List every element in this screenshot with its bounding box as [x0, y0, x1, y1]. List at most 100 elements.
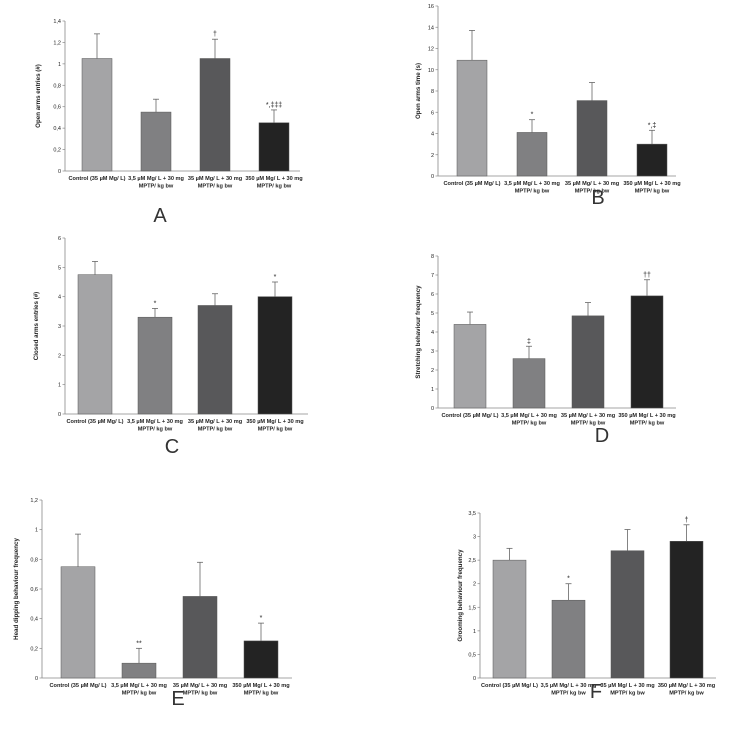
y-tick-label: 0 [35, 676, 38, 682]
significance-marker: †† [643, 272, 651, 279]
category-label: MPTP/ kg bw [257, 184, 292, 190]
y-axis-label: Grooming behaviour frequency [457, 549, 464, 642]
bar [257, 296, 293, 415]
bar [551, 599, 586, 679]
bar [453, 324, 487, 409]
y-tick-label: 1,4 [53, 19, 61, 25]
chart-panel-a: 0 0,2 0,4 0,6 0,8 1 1,2 1,4 Open arms entries (#… [35, 19, 303, 227]
y-tick-label: 3 [431, 349, 434, 355]
category-label: MPTP/ kg bw [635, 189, 670, 195]
bar [197, 305, 233, 415]
category-label: MPTP/ kg bw [515, 189, 550, 195]
bar [140, 111, 172, 172]
category-label: MPTP/ kg bw [198, 427, 233, 433]
y-tick-label: 1,2 [53, 40, 61, 46]
bar [243, 640, 279, 679]
y-tick-label: 6 [431, 292, 434, 298]
y-tick-label: 10 [428, 68, 434, 74]
y-tick-label: 0,2 [53, 148, 61, 154]
y-tick-label: 5 [431, 311, 434, 317]
y-tick-label: 2 [58, 353, 61, 359]
panel-letter: F [590, 681, 602, 703]
y-tick-label: 0 [431, 406, 434, 412]
significance-marker: * [567, 576, 570, 583]
category-label: MPTP/ kg bw [198, 184, 233, 190]
category-label: 350 µM Mg/ L + 30 mg [246, 419, 304, 425]
category-label: 35 µM Mg/ L + 30 mg [600, 683, 655, 689]
bar [137, 316, 173, 415]
y-axis-label: Open arms time (s) [415, 63, 422, 119]
y-tick-label: 1 [473, 629, 476, 635]
category-label: MPTP/ kg bw [610, 691, 645, 697]
bar [121, 662, 157, 679]
y-tick-label: 8 [431, 254, 434, 260]
y-tick-label: 0,8 [30, 557, 38, 563]
category-label: 35 µM Mg/ L + 30 mg [565, 181, 620, 187]
category-label: 3,5 µM Mg/ L + 30 mg [501, 413, 557, 419]
category-label: 3,5 µM Mg/ L + 30 mg [111, 683, 167, 689]
y-tick-label: 8 [431, 89, 434, 95]
category-label: 350 µM Mg/ L + 30 mg [232, 683, 290, 689]
category-label: 350 µM Mg/ L + 30 mg [245, 176, 303, 182]
y-tick-label: 0,4 [30, 617, 38, 623]
y-axis-label: Open arms entries (#) [35, 64, 42, 128]
y-tick-label: 2 [431, 153, 434, 159]
category-label: MPTP/ kg bw [122, 691, 157, 697]
y-tick-label: 0,5 [468, 652, 476, 658]
bar [576, 100, 608, 177]
y-tick-label: 0 [473, 676, 476, 682]
bar [630, 295, 664, 409]
category-label: MPTP/ kg bw [512, 421, 547, 427]
bar [258, 122, 290, 172]
y-tick-label: 1 [35, 528, 38, 534]
y-tick-label: 0,6 [53, 105, 61, 111]
category-label: MPTP/ kg bw [575, 189, 610, 195]
significance-marker: * [260, 615, 263, 622]
y-tick-label: 5 [58, 265, 61, 271]
y-tick-label: 0,4 [53, 126, 61, 132]
bar [182, 596, 218, 679]
y-tick-label: 0,2 [30, 646, 38, 652]
category-label: MPTP/ kg bw [551, 691, 586, 697]
bar [636, 143, 668, 177]
category-label: MPTP/ kg bw [138, 427, 173, 433]
category-label: MPTP/ kg bw [630, 421, 665, 427]
y-tick-label: 1 [431, 387, 434, 393]
significance-marker: *,‡‡‡ [266, 102, 282, 109]
category-label: MPTP/ kg bw [139, 184, 174, 190]
chart-panel-f: 0 0,5 1 1,5 2 2,5 3 3,5 Grooming behaviour frequ… [457, 511, 716, 703]
category-label: MPTP/ kg bw [258, 427, 293, 433]
bar [456, 59, 488, 177]
chart-panel-b: 0 2 4 6 8 10 12 14 16 Open arms time (s) Control (… [415, 4, 681, 209]
significance-marker: † [213, 31, 217, 38]
chart-panel-d: 0 1 2 3 4 5 6 7 8 Stretching behaviour frequency C… [415, 254, 676, 447]
y-axis-label: Head dipping behaviour frequency [13, 538, 20, 640]
significance-marker: † [685, 517, 689, 524]
panel-letter: D [595, 425, 609, 447]
bar [77, 274, 113, 415]
category-label: 350 µM Mg/ L + 30 mg [623, 181, 681, 187]
y-tick-label: 3 [58, 324, 61, 330]
y-tick-label: 7 [431, 273, 434, 279]
category-label: 3,5 µM Mg/ L + 30 mg [504, 181, 560, 187]
bar [60, 566, 96, 679]
chart-panel-c: 0 1 2 3 4 5 6 Closed arms entries (#) Control (3… [33, 236, 308, 458]
bar [512, 358, 546, 409]
significance-marker: ** [136, 640, 142, 647]
y-tick-label: 4 [431, 132, 434, 138]
y-tick-label: 3 [473, 535, 476, 541]
significance-marker: * [154, 300, 157, 307]
y-tick-label: 1,5 [468, 605, 476, 611]
category-label: Control (35 µM Mg/ L) [50, 683, 107, 689]
bar [199, 58, 231, 172]
y-tick-label: 6 [431, 110, 434, 116]
category-label: MPTP/ kg bw [183, 691, 218, 697]
significance-marker: *,‡ [648, 122, 657, 129]
y-tick-label: 3,5 [468, 511, 476, 517]
category-label: 3,5 µM Mg/ L + 30 mg [127, 419, 183, 425]
panel-letter: C [165, 436, 179, 458]
y-tick-label: 0 [58, 412, 61, 418]
chart-panel-e: 0 0,2 0,4 0,6 0,8 1 1,2 Head dipping behaviour … [13, 498, 292, 710]
significance-marker: * [531, 112, 534, 119]
category-label: MPTP/ kg bw [244, 691, 279, 697]
